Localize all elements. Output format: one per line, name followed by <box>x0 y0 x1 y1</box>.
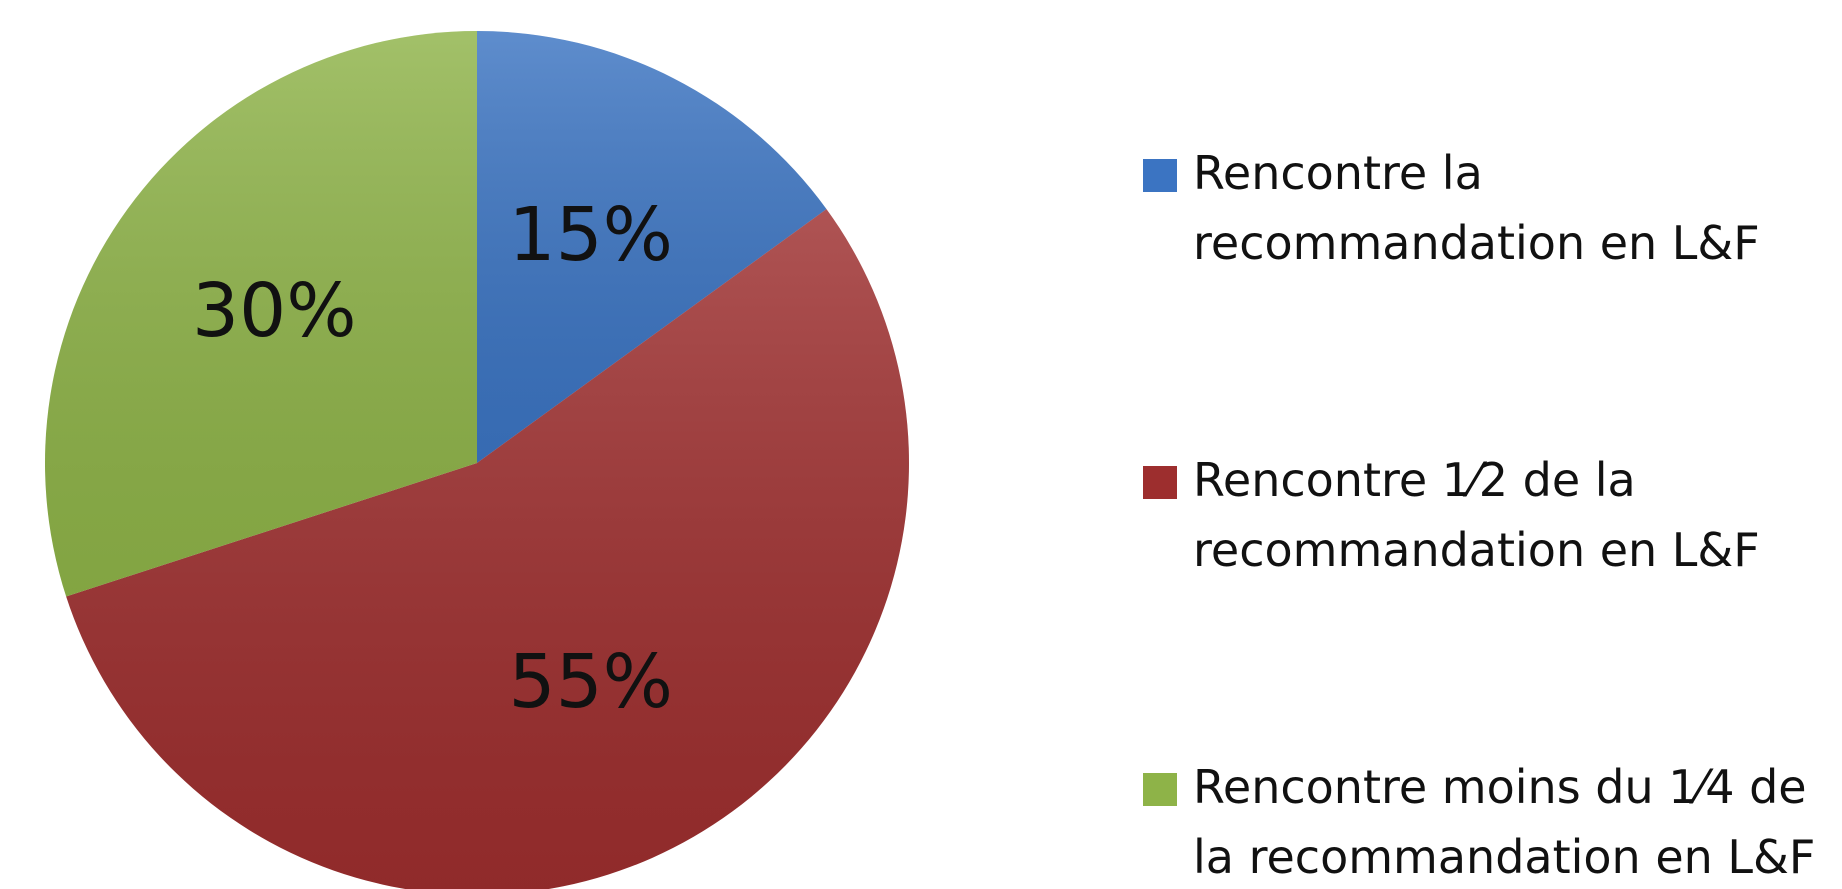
legend-line: Rencontre la <box>1193 146 1483 200</box>
slice-shade <box>66 209 909 889</box>
value-label: 55% <box>509 639 673 725</box>
value-label: 30% <box>192 268 356 354</box>
slice-shade <box>477 31 827 463</box>
legend-label: Rencontre 1⁄2 de la recommandation en L&F <box>1193 453 1760 577</box>
legend-line: recommandation en L&F <box>1193 216 1760 270</box>
slice-shade <box>44 31 477 597</box>
legend-line: Rencontre 1⁄2 de la <box>1193 453 1636 507</box>
legend-swatch <box>1143 159 1177 192</box>
legend-swatch <box>1143 466 1177 499</box>
legend-label: Rencontre moins du 1⁄4 de la recommandati… <box>1193 760 1815 884</box>
value-label: 15% <box>509 192 673 278</box>
legend-line: Rencontre moins du 1⁄4 de <box>1193 760 1807 814</box>
legend-swatch <box>1143 773 1177 806</box>
legend-label: Rencontre la recommandation en L&F <box>1193 146 1760 270</box>
legend-line: recommandation en L&F <box>1193 523 1760 577</box>
legend-line: la recommandation en L&F <box>1193 830 1815 884</box>
